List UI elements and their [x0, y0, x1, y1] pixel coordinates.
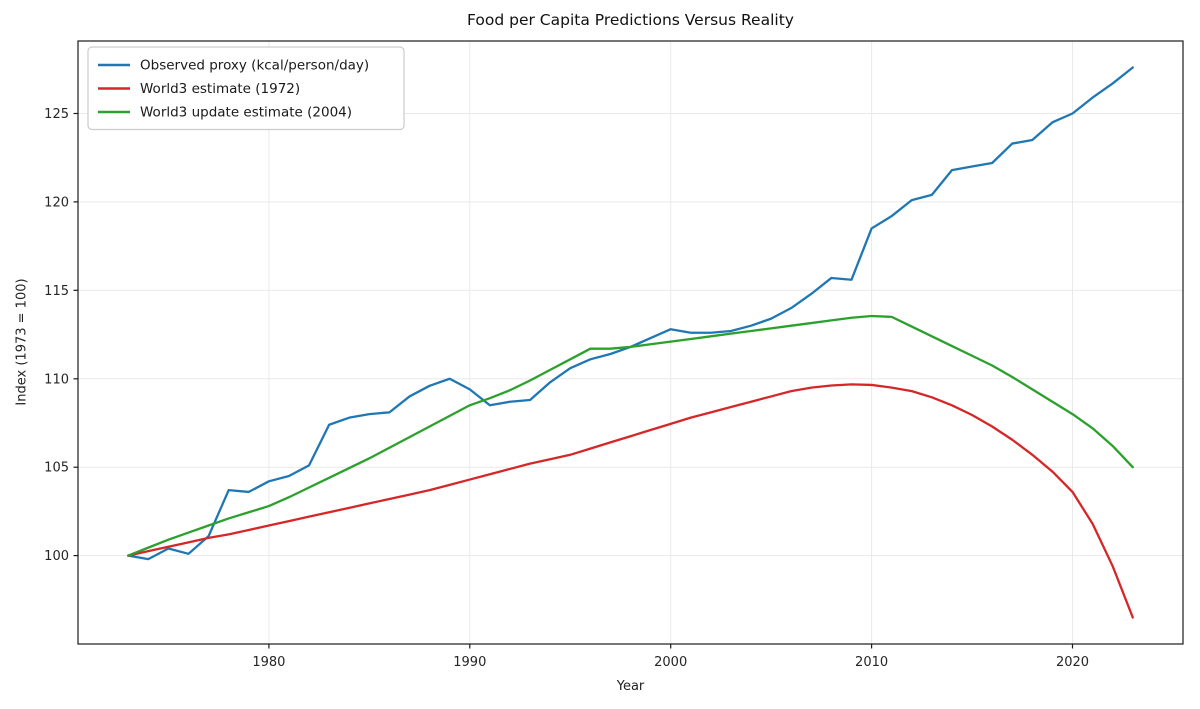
- x-tick-label: 1990: [453, 655, 486, 670]
- chart-title: Food per Capita Predictions Versus Reali…: [467, 11, 794, 29]
- x-tick-label: 2020: [1056, 655, 1089, 670]
- y-tick-label: 115: [44, 284, 69, 299]
- series-line-1: [127, 383, 1134, 619]
- x-tick-label: 1980: [252, 655, 285, 670]
- legend-label-1: World3 estimate (1972): [140, 81, 300, 97]
- x-tick-label: 2000: [654, 655, 687, 670]
- y-tick-label: 110: [44, 372, 69, 387]
- series-line-2: [127, 314, 1134, 557]
- y-tick-label: 120: [44, 195, 69, 210]
- legend-box: [87, 46, 405, 131]
- y-tick-label: 100: [44, 549, 69, 564]
- series-line-0: [127, 66, 1134, 561]
- x-tick-label: 2010: [855, 655, 888, 670]
- plot-border: [77, 40, 1184, 645]
- legend-label-2: World3 update estimate (2004): [140, 105, 352, 121]
- y-tick-label: 125: [44, 107, 69, 122]
- y-tick-label: 105: [44, 461, 69, 476]
- x-axis-label: Year: [616, 679, 645, 694]
- legend-label-0: Observed proxy (kcal/person/day): [140, 58, 369, 74]
